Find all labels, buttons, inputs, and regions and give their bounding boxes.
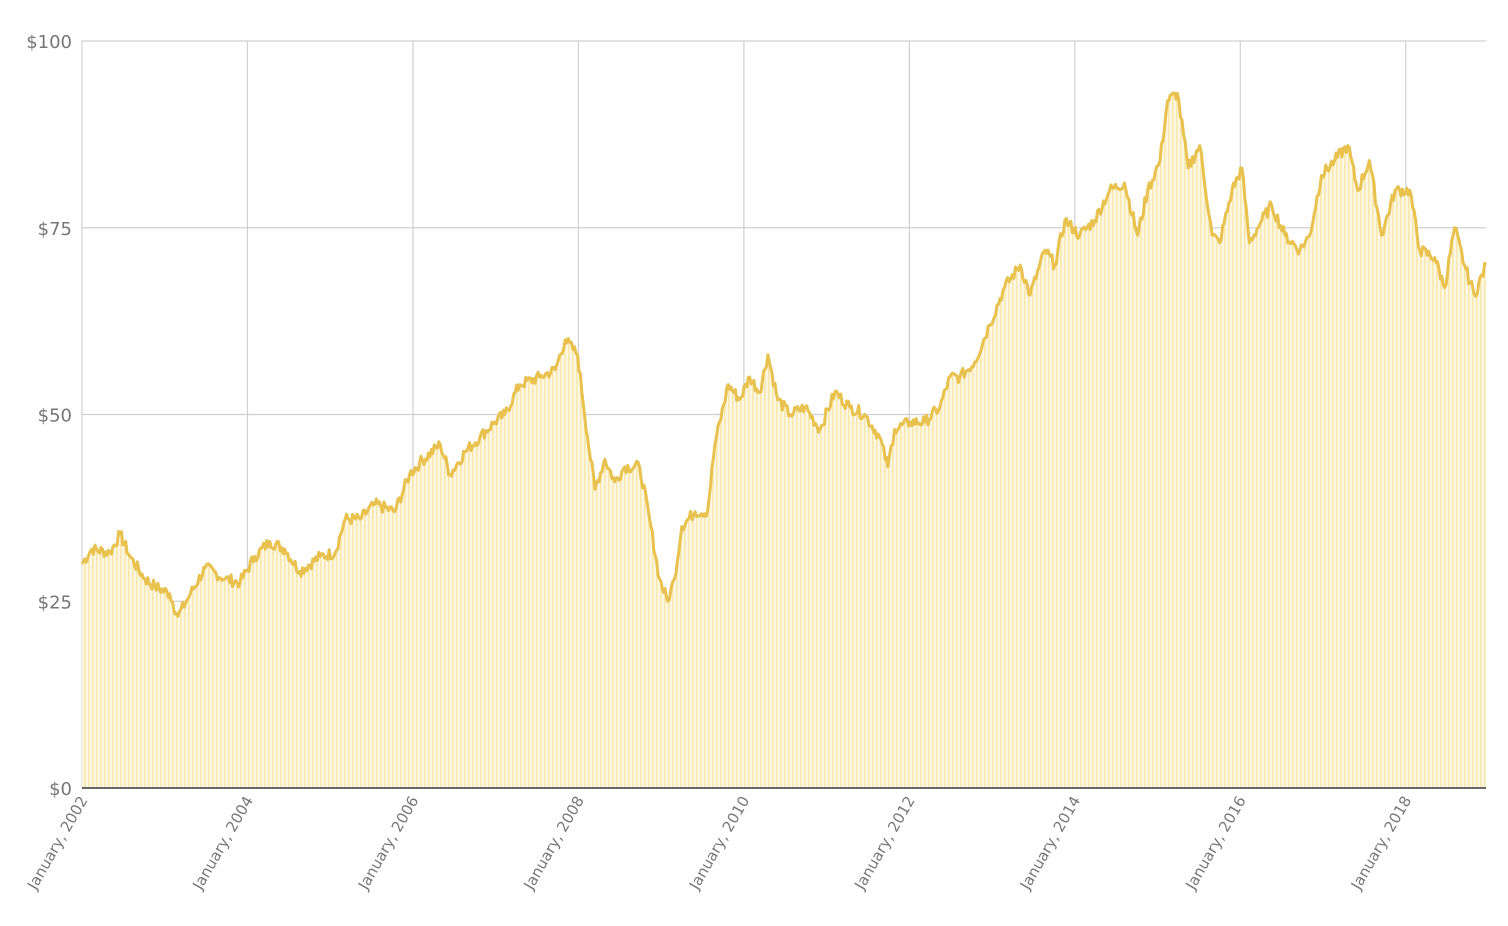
price-line — [80, 91, 1488, 618]
x-tick-label: January, 2012 — [850, 793, 918, 893]
x-tick-label: January, 2010 — [685, 793, 753, 893]
x-tick-label: January, 2006 — [354, 793, 422, 893]
x-tick-label: January, 2018 — [1347, 793, 1415, 893]
y-tick-label: $0 — [49, 779, 72, 800]
x-tick-label: January, 2014 — [1016, 793, 1084, 893]
x-axis-labels: January, 2002 January, 2004 January, 2006 J… — [23, 793, 1415, 893]
x-tick-label: January, 2016 — [1181, 793, 1249, 893]
price-area-fill — [82, 93, 1486, 788]
y-tick-label: $50 — [38, 406, 72, 427]
y-axis-labels: $0 $25 $50 $75 $100 — [26, 32, 72, 800]
x-tick-label: January, 2008 — [519, 793, 587, 893]
x-tick-label: January, 2002 — [23, 793, 91, 893]
y-tick-label: $25 — [38, 592, 72, 613]
y-tick-label: $75 — [38, 219, 72, 240]
x-tick-label: January, 2004 — [189, 793, 257, 893]
y-tick-label: $100 — [26, 32, 72, 53]
